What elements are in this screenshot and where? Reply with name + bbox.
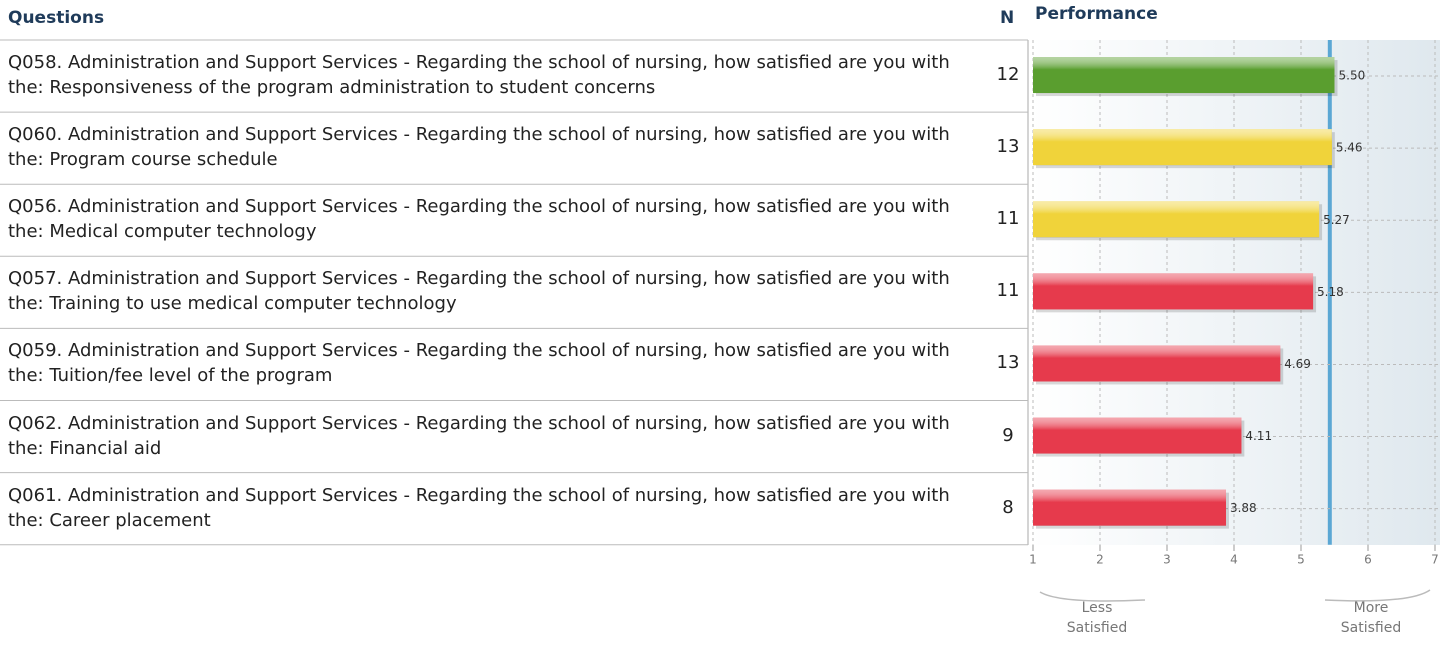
value-label: 5.50 [1339, 69, 1366, 83]
bar-shine [1033, 345, 1281, 382]
value-label: 5.46 [1336, 141, 1363, 155]
bar-shine [1033, 489, 1226, 526]
x-tick-label: 4 [1230, 553, 1238, 567]
x-tick-label: 6 [1364, 553, 1372, 567]
value-label: 5.18 [1317, 285, 1344, 299]
question-text: Q062. Administration and Support Service… [8, 412, 950, 459]
question-text: Q060. Administration and Support Service… [8, 124, 950, 171]
n-value: 13 [996, 136, 1020, 158]
more-satisfied: More Satisfied [1340, 600, 1402, 636]
x-tick-label: 5 [1297, 553, 1305, 567]
x-tick-label: 3 [1163, 553, 1171, 567]
value-label: 3.88 [1230, 501, 1257, 515]
value-label: 5.27 [1323, 213, 1350, 227]
x-tick-label: 1 [1029, 553, 1037, 567]
bar-shine [1033, 57, 1335, 94]
bar-shine [1033, 417, 1242, 454]
questions-header: Questions [8, 8, 105, 28]
less-arrow [1039, 591, 1146, 602]
bar-shine [1033, 129, 1332, 166]
question-text: Q059. Administration and Support Service… [8, 340, 950, 387]
question-text: Q061. Administration and Support Service… [8, 484, 950, 531]
x-tick-label: 7 [1431, 553, 1439, 567]
n-header: N [1000, 8, 1015, 28]
question-text: Q058. Administration and Support Service… [8, 52, 950, 98]
value-label: 4.11 [1245, 429, 1272, 443]
value-label: 4.69 [1284, 357, 1311, 371]
n-value: 9 [1002, 424, 1014, 446]
question-text: Q056. Administration and Support Service… [8, 196, 950, 243]
x-tick-label: 2 [1096, 553, 1104, 567]
question-text: Q057. Administration and Support Service… [8, 268, 950, 315]
bar-shine [1033, 201, 1320, 238]
bar-shine [1033, 273, 1314, 310]
n-value: 12 [996, 64, 1020, 86]
less-satisfied: Less Satisfied [1066, 600, 1128, 636]
n-value: 11 [996, 208, 1020, 230]
n-value: 8 [1002, 496, 1014, 518]
more-arrow [1324, 589, 1431, 602]
n-value: 11 [996, 280, 1020, 302]
performance-header: Performance [1035, 4, 1158, 24]
n-value: 13 [996, 352, 1020, 374]
